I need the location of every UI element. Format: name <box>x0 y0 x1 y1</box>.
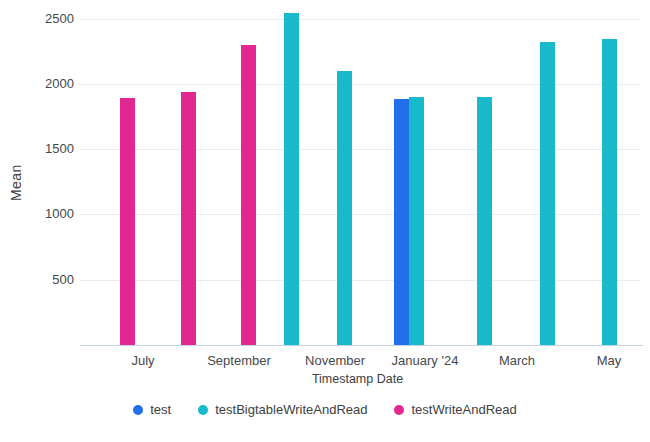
bar-testWriteAndRead[interactable] <box>120 98 135 345</box>
x-tick-label: May <box>597 353 622 368</box>
y-tick-label: 1000 <box>28 206 74 222</box>
y-tick-label: 500 <box>28 272 74 288</box>
bar-chart: Mean 500 1000 1500 2000 2500 July September No… <box>0 0 650 442</box>
legend-label: test <box>150 402 171 417</box>
legend-item-test[interactable]: test <box>133 402 171 417</box>
gridline <box>80 19 640 20</box>
bar-testBigtableWriteAndRead[interactable] <box>602 39 617 345</box>
bar-testBigtableWriteAndRead[interactable] <box>540 42 555 345</box>
bar-testWriteAndRead[interactable] <box>181 92 196 345</box>
x-tick-label: July <box>131 353 154 368</box>
legend-dot-icon <box>394 405 404 415</box>
bar-testBigtableWriteAndRead[interactable] <box>284 13 299 345</box>
legend-item-testWriteAndRead[interactable]: testWriteAndRead <box>394 402 516 417</box>
legend-dot-icon <box>133 405 143 415</box>
x-tick-label: March <box>499 353 535 368</box>
y-tick-label: 2500 <box>28 11 74 27</box>
y-axis-title: Mean <box>8 164 24 201</box>
gridline <box>80 149 640 150</box>
x-tick-label: September <box>207 353 271 368</box>
bar-testBigtableWriteAndRead[interactable] <box>337 71 352 345</box>
legend-label: testBigtableWriteAndRead <box>215 402 367 417</box>
legend-dot-icon <box>198 405 208 415</box>
bar-testWriteAndRead[interactable] <box>241 45 256 345</box>
gridline <box>80 84 640 85</box>
bar-testBigtableWriteAndRead[interactable] <box>409 97 424 345</box>
legend-item-testBigtableWriteAndRead[interactable]: testBigtableWriteAndRead <box>198 402 367 417</box>
x-axis-title: Timestamp Date <box>80 372 635 386</box>
gridline <box>80 214 640 215</box>
legend-label: testWriteAndRead <box>411 402 516 417</box>
x-tick-label: January '24 <box>392 353 459 368</box>
bar-test[interactable] <box>394 99 409 345</box>
y-tick-label: 1500 <box>28 141 74 157</box>
bar-testBigtableWriteAndRead[interactable] <box>477 97 492 345</box>
x-axis-line <box>80 345 643 346</box>
x-tick-label: November <box>305 353 365 368</box>
legend: test testBigtableWriteAndRead testWriteAnd… <box>0 402 650 417</box>
y-tick-label: 2000 <box>28 76 74 92</box>
gridline <box>80 280 640 281</box>
